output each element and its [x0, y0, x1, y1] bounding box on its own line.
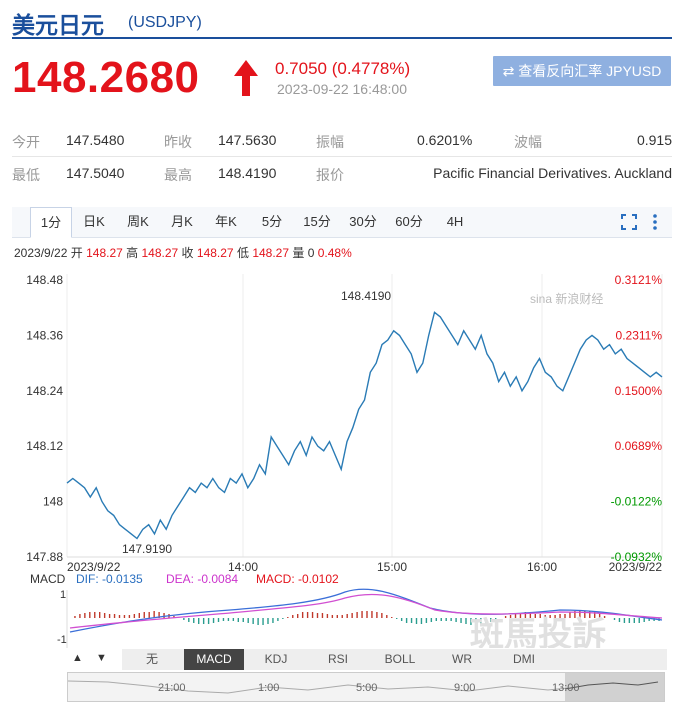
tab-60min[interactable]: 60分 [395, 214, 423, 229]
price-chart[interactable]: sina 新浪财经 148.48 148.36 148.24 148.12 148 147… [0, 262, 681, 572]
macd-dif: DIF: -0.0135 [76, 572, 143, 586]
dea-line [69, 593, 663, 629]
macd-value: MACD: -0.0102 [256, 572, 339, 586]
ohlc-close-label: 收 [181, 246, 194, 260]
tab-1min[interactable]: 1分 [30, 207, 72, 238]
y-tick-label: 148.48 [26, 273, 63, 287]
wave-value: 0.915 [636, 132, 672, 148]
open-value: 147.5480 [66, 132, 125, 148]
nav-time-1: 21:00 [158, 682, 186, 694]
max-annotation: 148.4190 [341, 289, 391, 303]
pct-tick-label: -0.0932% [611, 550, 663, 564]
indicator-toolbar: 无 MACD KDJ RSI BOLL WR DMI [122, 649, 667, 670]
navigator-line [68, 673, 664, 701]
nav-time-3: 5:00 [356, 682, 378, 694]
amplitude-label: 振幅 [316, 134, 344, 150]
pct-tick-label: 0.2311% [616, 328, 663, 342]
stats-panel: 今开 147.5480 昨收 147.5630 振幅 0.6201% 波幅 0.… [12, 123, 672, 189]
macd-title: MACD [30, 572, 66, 586]
macd-ytop: 1 [60, 589, 66, 601]
tab-15min[interactable]: 15分 [303, 214, 331, 229]
y-tick-label: 147.88 [26, 550, 63, 564]
quote-source-value: Pacific Financial Derivatives. Auckland [433, 165, 672, 181]
high-label: 最高 [164, 167, 192, 183]
macd-panel[interactable]: MACD DIF: -0.0135 DEA: -0.0084 MACD: -0.… [0, 570, 681, 648]
weibo-watermark: sina 新浪财经 [530, 291, 603, 306]
nav-time-2: 1:00 [258, 682, 280, 694]
low-label: 最低 [12, 167, 40, 183]
x-tick-label: 2023/9/22 [609, 560, 663, 572]
ohlc-date: 2023/9/22 [14, 246, 68, 260]
stats-divider [12, 156, 672, 157]
ohlc-open-label: 开 [70, 246, 83, 260]
macd-dea: DEA: -0.0084 [166, 572, 238, 586]
ohlc-high-label: 高 [126, 246, 139, 260]
tab-weekly[interactable]: 周K [127, 214, 149, 229]
ohlc-vol-label: 量 [292, 246, 305, 260]
indicator-rsi[interactable]: RSI [327, 652, 348, 666]
low-value: 147.5040 [66, 165, 125, 181]
up-arrow-icon [234, 60, 258, 96]
tab-5min[interactable]: 5分 [261, 214, 283, 229]
tab-monthly[interactable]: 月K [171, 214, 193, 229]
pct-tick-label: 0.3121% [615, 273, 663, 287]
indicator-macd[interactable]: MACD [184, 649, 244, 670]
current-price: 148.2680 [12, 53, 200, 102]
wave-label: 波幅 [514, 134, 542, 150]
indicator-none[interactable]: 无 [145, 652, 158, 666]
fullscreen-icon[interactable] [620, 213, 638, 231]
pct-tick-label: 0.1500% [615, 384, 663, 398]
ohlc-low-label: 低 [236, 246, 249, 260]
time-navigator[interactable]: 21:00 1:00 5:00 9:00 13:00 [67, 672, 665, 702]
prev-close-value: 147.5630 [218, 132, 277, 148]
amplitude-value: 0.6201% [417, 132, 473, 148]
title-divider [12, 37, 672, 39]
y-tick-label: 148.24 [26, 384, 63, 398]
more-icon[interactable] [650, 212, 660, 232]
indicator-dmi[interactable]: DMI [513, 652, 535, 666]
reverse-rate-button[interactable]: ⇄ 查看反向汇率 JPYUSD [493, 56, 671, 86]
ohlc-close: 148.27 [196, 246, 234, 260]
quote-timestamp: 2023-09-22 16:48:00 [277, 81, 407, 97]
symbol-code: (USDJPY) [128, 14, 202, 31]
indicator-kdj[interactable]: KDJ [264, 652, 288, 666]
price-line [66, 311, 663, 540]
y-tick-label: 148.12 [26, 439, 63, 453]
ohlc-pct: 0.48% [317, 246, 352, 260]
pct-tick-label: -0.0122% [611, 495, 663, 509]
period-tabs: 1分 日K 周K 月K 年K 5分 15分 30分 60分 4H [12, 207, 672, 238]
y-tick-label: 148.36 [26, 328, 63, 342]
page-title: 美元日元 [12, 13, 104, 39]
x-tick-label: 14:00 [228, 560, 258, 572]
prev-close-label: 昨收 [164, 134, 192, 150]
ohlc-info: 2023/9/22 开 148.27 高 148.27 收 148.27 低 1… [14, 244, 352, 261]
toolbar-up-icon[interactable]: ▲ [72, 652, 83, 664]
ohlc-low: 148.27 [252, 246, 290, 260]
ohlc-vol: 0 [307, 246, 315, 260]
y-tick-label: 148 [43, 495, 63, 509]
min-annotation: 147.9190 [122, 542, 172, 556]
x-tick-label: 2023/9/22 [67, 560, 121, 572]
tab-4h[interactable]: 4H [446, 214, 464, 229]
price-change: 0.7050 (0.4778%) [275, 59, 411, 78]
toolbar-down-icon[interactable]: ▼ [96, 652, 107, 664]
tab-yearly[interactable]: 年K [215, 214, 237, 229]
pct-tick-label: 0.0689% [615, 439, 663, 453]
ohlc-open: 148.27 [86, 246, 123, 260]
ohlc-high: 148.27 [141, 246, 179, 260]
tab-daily[interactable]: 日K [83, 214, 105, 229]
nav-time-5: 13:00 [552, 682, 580, 694]
brand-watermark: 斑馬投訴 [470, 615, 606, 648]
tab-30min[interactable]: 30分 [349, 214, 377, 229]
x-tick-label: 16:00 [527, 560, 557, 572]
x-tick-label: 15:00 [377, 560, 407, 572]
nav-time-4: 9:00 [454, 682, 476, 694]
macd-ybot: -1 [57, 634, 67, 646]
indicator-wr[interactable]: WR [452, 652, 472, 666]
dif-line [69, 588, 663, 633]
quote-source-label: 报价 [316, 167, 344, 183]
high-value: 148.4190 [218, 165, 277, 181]
open-label: 今开 [12, 134, 40, 150]
indicator-boll[interactable]: BOLL [384, 652, 416, 666]
